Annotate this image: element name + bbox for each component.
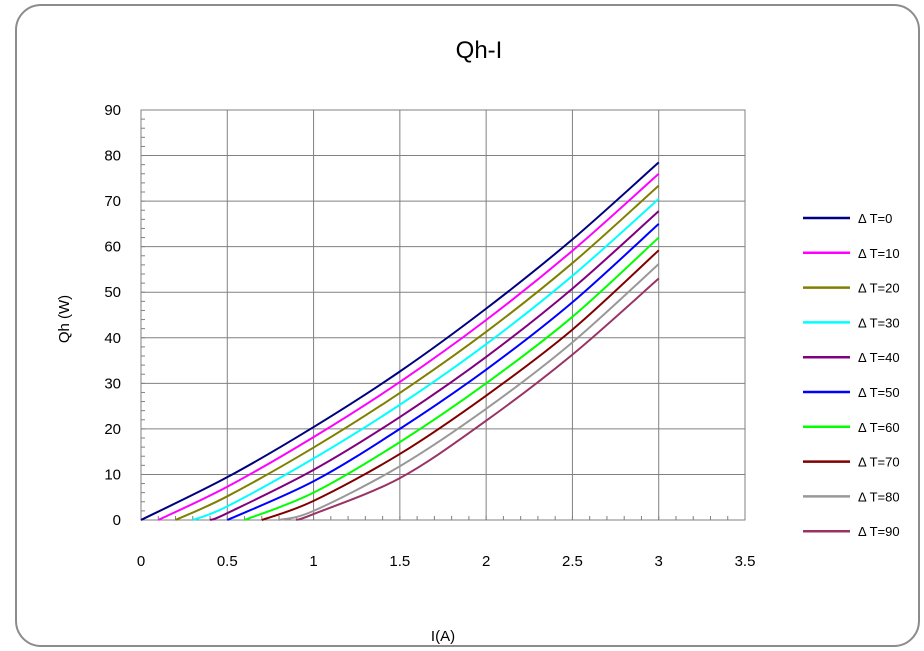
x-tick-label: 1.5 [389,553,410,570]
minor-ticks [140,109,746,521]
series-line-3 [192,198,660,521]
series-line-1 [157,173,660,521]
legend-label: Δ T=0 [858,211,892,226]
legend-label: Δ T=10 [858,246,900,261]
x-axis-title: I(A) [431,628,455,645]
chart-frame [15,4,920,647]
x-tick-label: 3.5 [735,553,756,570]
y-tick-label: 20 [104,421,121,438]
chart-title: Qh-I [456,37,503,64]
legend-label: Δ T=20 [858,281,900,296]
series-line-8 [278,263,660,521]
y-tick-label: 60 [104,239,121,256]
y-axis-title: Qh (W) [56,295,73,343]
y-tick-label: 50 [104,284,121,301]
x-tick-labels: 0 0.5 1 1.5 2 2.5 3 3.5 [137,553,756,570]
x-tick-label: 1 [309,553,317,570]
y-tick-labels: 0 10 20 30 40 50 60 70 80 90 [104,102,121,529]
series-line-4 [209,210,660,521]
y-tick-label: 0 [113,512,121,529]
x-tick-label: 2 [482,553,490,570]
legend-label: Δ T=30 [858,315,900,330]
gridlines [140,109,746,521]
y-tick-label: 40 [104,330,121,347]
legend-label: Δ T=70 [858,455,900,470]
series-layer [140,161,660,521]
series-line-6 [244,236,660,521]
legend-label: Δ T=80 [858,489,900,504]
legend: Δ T=0 Δ T=10 Δ T=20 Δ T=30 Δ T=40 Δ T=50 Δ T=6… [803,211,900,539]
series-line-9 [295,277,660,521]
series-line-0 [140,161,660,521]
legend-label: Δ T=50 [858,385,900,400]
y-tick-label: 30 [104,375,121,392]
series-line-5 [226,223,660,521]
series-line-7 [261,249,660,521]
legend-label: Δ T=90 [858,524,900,539]
x-tick-label: 3 [655,553,663,570]
y-tick-label: 80 [104,148,121,165]
y-tick-label: 70 [104,193,121,210]
legend-label: Δ T=40 [858,350,900,365]
y-tick-label: 10 [104,466,121,483]
legend-label: Δ T=60 [858,420,900,435]
series-line-2 [175,184,660,521]
x-tick-label: 0 [137,553,145,570]
y-tick-label: 90 [104,102,121,119]
plot-area [140,109,746,521]
x-tick-label: 2.5 [562,553,583,570]
x-tick-label: 0.5 [217,553,238,570]
